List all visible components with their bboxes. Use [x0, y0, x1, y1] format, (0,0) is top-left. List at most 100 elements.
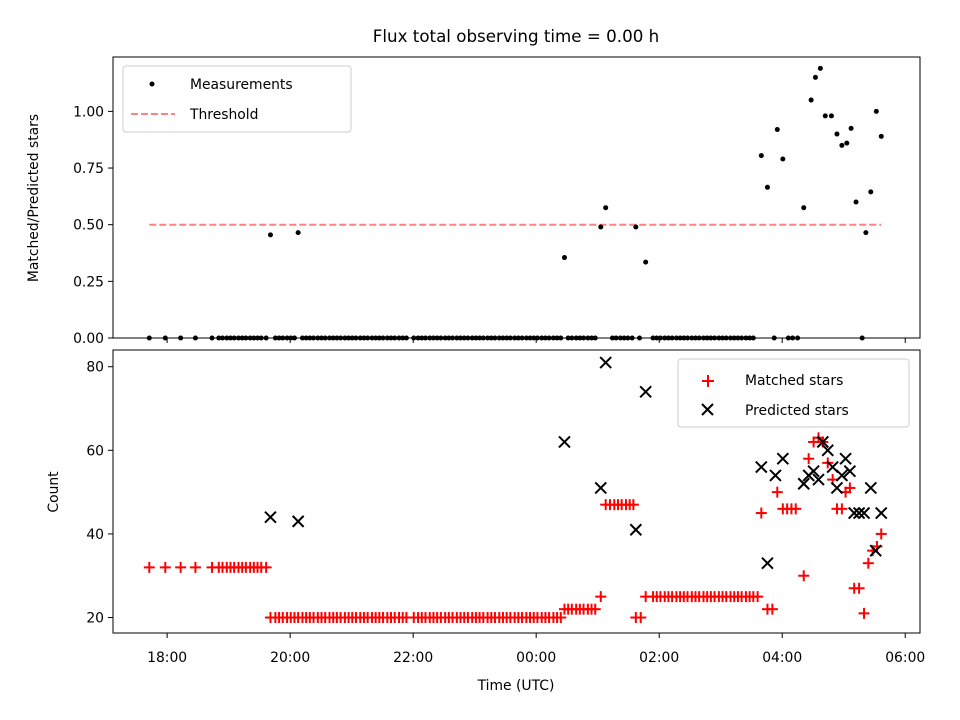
measurement-point: [267, 232, 273, 238]
measurement-point: [834, 131, 840, 137]
bottom-x-axis-label: Time (UTC): [477, 678, 555, 694]
bottom-x-tick-label: 20:00: [270, 650, 310, 666]
predicted-star-point: [797, 477, 810, 490]
matched-star-point: [853, 582, 865, 594]
top-legend: Measurements Threshold: [122, 65, 352, 133]
measurement-point: [633, 224, 639, 230]
measurement-point: [812, 74, 818, 80]
measurement-point: [561, 255, 567, 261]
legend-predicted-marker: [701, 403, 714, 416]
measurement-point: [817, 65, 823, 71]
measurement-point: [808, 97, 814, 103]
predicted-star-point: [864, 481, 877, 495]
matched-star-point: [555, 612, 567, 624]
predicted-star-point: [821, 444, 834, 457]
top-y-axis: 0.00 0.25 0.50 0.75 1.00: [73, 104, 113, 347]
measurement-point: [780, 156, 786, 162]
matched-star-point: [260, 561, 272, 573]
bottom-y-tick-label: 20: [86, 611, 104, 627]
bottom-x-tick-label: 02:00: [639, 650, 679, 666]
measurement-point: [878, 133, 884, 139]
predicted-star-point: [558, 435, 571, 449]
predicted-star-point: [843, 465, 857, 478]
matched-star-point: [755, 507, 767, 519]
measurement-point: [844, 140, 850, 146]
bottom-legend: Matched stars Predicted stars: [677, 358, 910, 428]
measurement-point: [603, 205, 609, 211]
legend-threshold-label: Threshold: [189, 107, 258, 123]
predicted-star-point: [594, 481, 607, 495]
matched-star-point: [836, 503, 848, 515]
legend-predicted-label: Predicted stars: [745, 403, 849, 419]
measurement-point: [774, 127, 780, 133]
measurement-point: [873, 108, 879, 114]
top-y-tick-label: 0.25: [73, 274, 104, 290]
measurement-point: [863, 230, 869, 236]
bottom-x-tick-label: 18:00: [147, 650, 187, 666]
matched-star-point: [875, 528, 887, 540]
top-axes-frame: [112, 56, 921, 339]
bottom-y-axis-label: Count: [46, 471, 62, 513]
predicted-star-point: [599, 356, 612, 369]
matched-star-point: [766, 603, 778, 615]
predicted-star-point: [755, 460, 768, 474]
measurement-point: [848, 125, 854, 131]
predicted-star-point: [830, 481, 844, 495]
measurement-point: [868, 189, 874, 195]
bottom-legend-frame: [677, 358, 910, 428]
matched-star-point: [798, 570, 810, 582]
predicted-star-point: [291, 515, 305, 528]
matched-star-point: [627, 499, 639, 511]
predicted-star-point: [639, 385, 652, 399]
predicted-star-point: [264, 511, 277, 524]
matched-star-point: [858, 607, 870, 619]
matched-star-point: [189, 561, 201, 573]
predicted-star-point: [869, 544, 882, 557]
bottom-x-tick-label: 00:00: [516, 650, 556, 666]
top-y-tick-label: 1.00: [73, 104, 104, 120]
top-y-tick-label: 0.50: [73, 218, 104, 234]
predicted-star-point: [847, 506, 861, 520]
measurement-point: [839, 142, 845, 148]
legend-matched-marker: [702, 375, 714, 387]
legend-matched-label: Matched stars: [745, 373, 843, 389]
measurement-point: [822, 113, 828, 119]
matched-star-point: [595, 591, 607, 603]
top-legend-frame: [122, 65, 352, 133]
measurement-point: [764, 184, 770, 190]
predicted-star-point: [816, 435, 830, 449]
matched-star-point: [844, 482, 856, 494]
measurement-point: [801, 205, 807, 211]
predicted-star-point: [776, 452, 790, 465]
predicted-star-point: [875, 506, 888, 520]
measurement-point: [295, 230, 301, 236]
top-y-tick-label: 0.00: [73, 331, 104, 347]
matched-star-point: [790, 503, 802, 515]
matched-star-point: [589, 603, 601, 615]
bottom-x-tick-label: 22:00: [393, 650, 433, 666]
legend-measurements-label: Measurements: [190, 77, 293, 93]
bottom-x-axis: 18:00 20:00 22:00 00:00 02:00 04:00 06:00: [147, 633, 925, 666]
predicted-star-point: [629, 523, 643, 536]
bottom-x-tick-label: 06:00: [885, 650, 925, 666]
top-plot-area: [146, 65, 884, 341]
matched-star-point: [771, 486, 783, 498]
top-chart-title: Flux total observing time = 0.00 h: [373, 26, 659, 46]
bottom-y-tick-label: 40: [86, 527, 104, 543]
predicted-star-point: [852, 506, 866, 520]
bottom-y-tick-label: 80: [86, 360, 104, 376]
measurement-point: [758, 153, 764, 159]
measurement-point: [828, 113, 834, 119]
matched-star-point: [803, 453, 815, 465]
top-x-axis: [166, 338, 906, 343]
matched-star-point: [175, 561, 187, 573]
legend-measurements-marker: [149, 81, 155, 87]
matched-star-point: [143, 561, 155, 573]
predicted-star-point: [769, 469, 782, 482]
top-y-tick-label: 0.75: [73, 161, 104, 177]
measurement-point: [643, 259, 649, 265]
matched-star-point: [862, 557, 874, 569]
bottom-y-tick-label: 60: [86, 443, 104, 459]
bottom-y-axis: 20 40 60 80: [86, 360, 113, 627]
